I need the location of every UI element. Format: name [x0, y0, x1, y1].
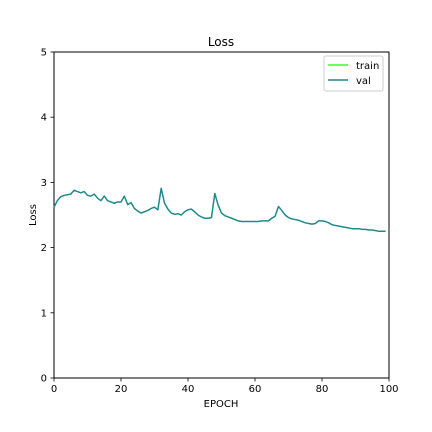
y-tick-label: 2	[41, 243, 47, 254]
x-tick-label: 80	[316, 384, 329, 395]
y-tick-label: 0	[41, 374, 47, 385]
x-tick-label: 100	[379, 384, 398, 395]
y-tick-label: 3	[41, 178, 47, 189]
x-tick-label: 40	[182, 384, 195, 395]
y-axis-label: Loss	[28, 204, 39, 226]
y-tick-label: 5	[41, 48, 47, 59]
series-line-val	[53, 187, 386, 233]
x-tick-label: 0	[51, 384, 57, 395]
x-tick-label: 60	[249, 384, 262, 395]
legend: train val	[323, 55, 384, 92]
legend-train-label: train	[356, 61, 379, 72]
y-tick-label: 4	[41, 113, 47, 124]
plot-area	[53, 51, 390, 379]
ticks-layer: 0 20 40 60 80 100 0 1 2 3 4 5	[41, 48, 399, 396]
chart-title: Loss	[208, 35, 234, 49]
x-tick-label: 20	[115, 384, 128, 395]
plot-frame	[53, 51, 390, 379]
y-tick-label: 1	[41, 308, 47, 319]
series-layer	[53, 187, 386, 233]
x-axis-label: EPOCH	[204, 399, 239, 410]
legend-val-label: val	[356, 76, 371, 87]
